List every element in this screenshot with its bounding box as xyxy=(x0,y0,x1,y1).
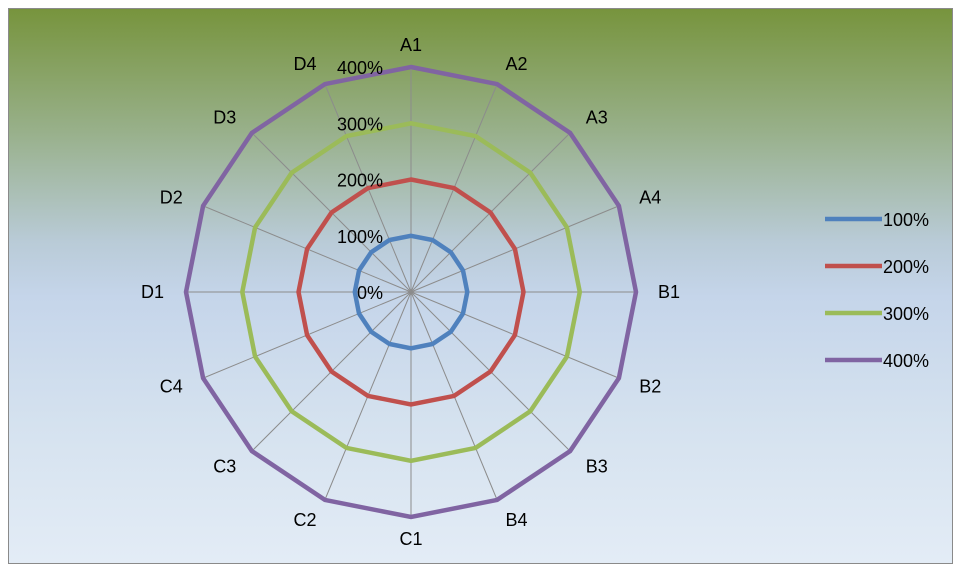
radar-chart: 0% 100% 200% 300% 400% A1 A2 A3 A4 B1 B2 B3 B4 C1 C2 C… xyxy=(141,35,929,549)
radial-tick-label: 0% xyxy=(357,283,383,303)
series-4-polygon xyxy=(183,64,639,520)
category-label-b2: B2 xyxy=(639,377,661,397)
category-label-d1: D1 xyxy=(141,282,164,302)
radial-tick-labels: 0% 100% 200% 300% 400% xyxy=(337,58,383,303)
radar-series-layer xyxy=(183,64,639,520)
category-label-d3: D3 xyxy=(213,107,236,127)
category-label-c4: C4 xyxy=(160,377,183,397)
legend: 100% 200% 300% 400% xyxy=(825,210,929,371)
radial-tick-label: 200% xyxy=(337,171,383,191)
category-label-b3: B3 xyxy=(586,457,608,477)
legend-label-1: 100% xyxy=(883,210,929,230)
category-label-c2: C2 xyxy=(293,510,316,530)
legend-label-3: 300% xyxy=(883,304,929,324)
radial-tick-label: 300% xyxy=(337,114,383,134)
category-label-d4: D4 xyxy=(293,54,316,74)
category-label-a2: A2 xyxy=(506,54,528,74)
legend-label-4: 400% xyxy=(883,351,929,371)
category-label-c3: C3 xyxy=(213,457,236,477)
category-label-a1: A1 xyxy=(400,35,422,55)
series-1-polygon xyxy=(352,233,470,351)
category-label-c1: C1 xyxy=(399,529,422,549)
chart-area: 0% 100% 200% 300% 400% A1 A2 A3 A4 B1 B2 B3 B4 C1 C2 C… xyxy=(8,8,953,564)
category-label-b1: B1 xyxy=(658,282,680,302)
series-2-polygon xyxy=(296,177,526,407)
series-3-polygon xyxy=(240,121,583,464)
radial-tick-label: 100% xyxy=(337,227,383,247)
category-label-d2: D2 xyxy=(160,188,183,208)
category-label-b4: B4 xyxy=(506,510,528,530)
radial-tick-label: 400% xyxy=(337,58,383,78)
category-label-a4: A4 xyxy=(639,188,661,208)
category-label-a3: A3 xyxy=(586,107,608,127)
legend-label-2: 200% xyxy=(883,257,929,277)
category-labels: A1 A2 A3 A4 B1 B2 B3 B4 C1 C2 C3 C4 D1 D2 D3 D4 xyxy=(141,35,680,549)
